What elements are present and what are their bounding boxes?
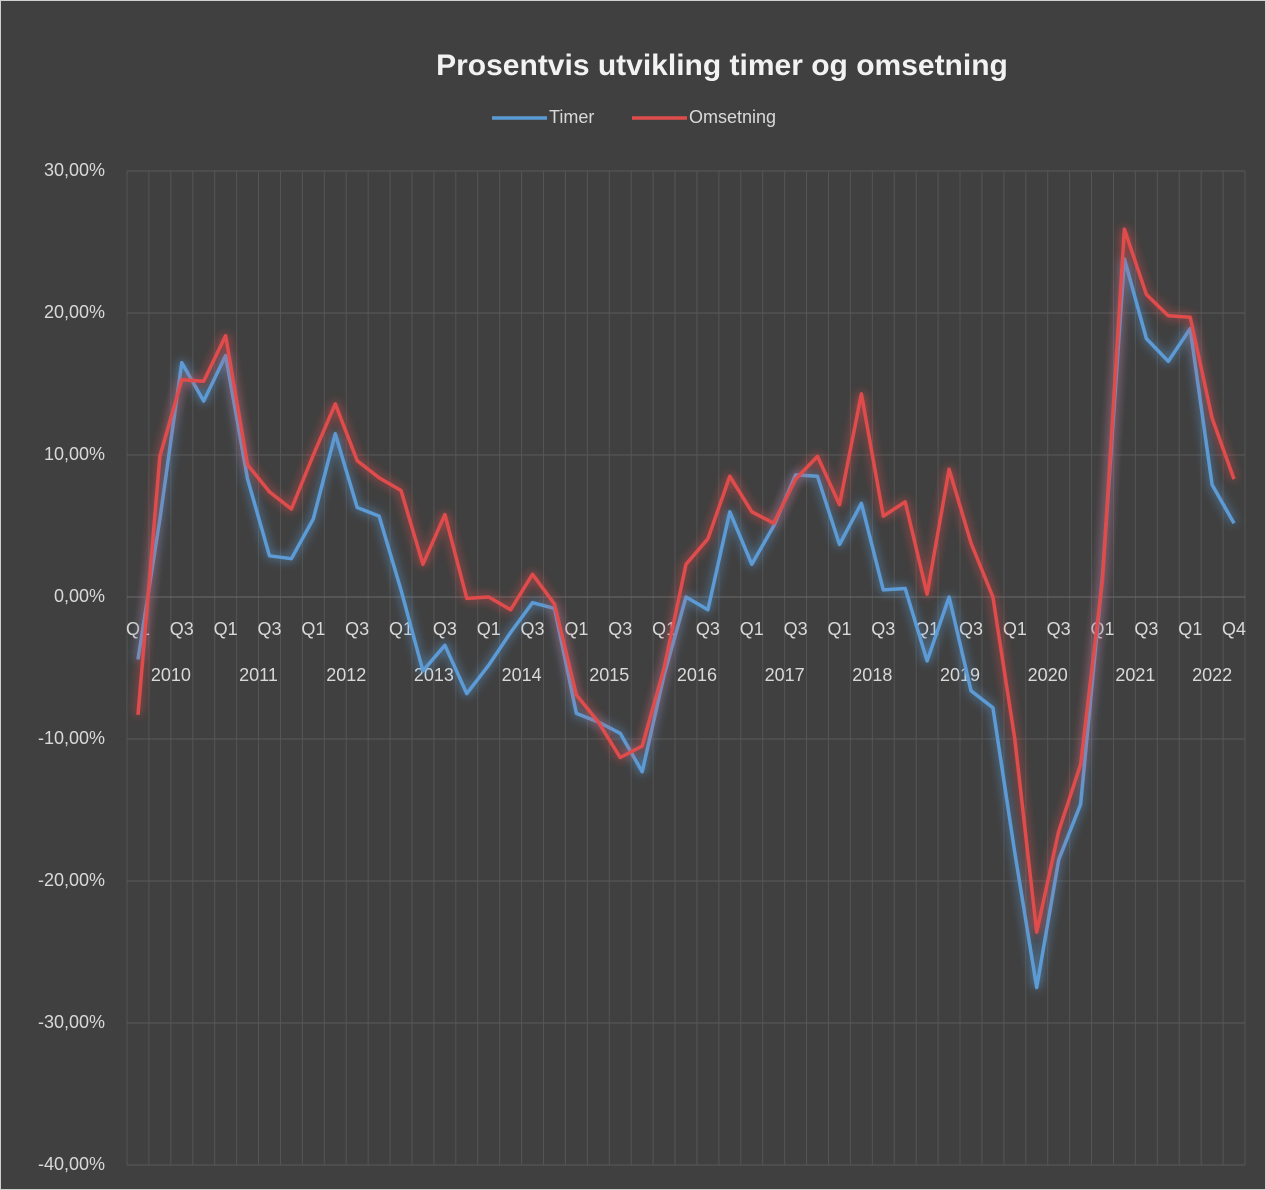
x-group-label: 2016 bbox=[677, 665, 717, 685]
y-tick-label: -30,00% bbox=[38, 1012, 105, 1032]
x-tick-label: Q1 bbox=[1178, 619, 1202, 639]
x-tick-label: Q1 bbox=[1091, 619, 1115, 639]
x-tick-label: Q3 bbox=[959, 619, 983, 639]
x-group-label: 2012 bbox=[326, 665, 366, 685]
x-tick-label: Q4 bbox=[1222, 619, 1246, 639]
x-group-label: 2019 bbox=[940, 665, 980, 685]
x-tick-label: Q3 bbox=[345, 619, 369, 639]
x-tick-label: Q3 bbox=[871, 619, 895, 639]
x-tick-label: Q3 bbox=[257, 619, 281, 639]
x-group-label: 2022 bbox=[1192, 665, 1232, 685]
x-tick-label: Q1 bbox=[740, 619, 764, 639]
x-group-label: 2014 bbox=[502, 665, 542, 685]
y-tick-label: -40,00% bbox=[38, 1154, 105, 1174]
series-line bbox=[136, 227, 1236, 934]
y-tick-label: 30,00% bbox=[44, 160, 105, 180]
x-tick-label: Q1 bbox=[389, 619, 413, 639]
chart-title: Prosentvis utvikling timer og omsetning bbox=[436, 49, 1008, 82]
x-group-label: 2018 bbox=[852, 665, 892, 685]
x-group-label: 2020 bbox=[1028, 665, 1068, 685]
x-tick-label: Q3 bbox=[170, 619, 194, 639]
y-tick-label: -10,00% bbox=[38, 728, 105, 748]
x-group-label: 2021 bbox=[1115, 665, 1155, 685]
y-tick-label: 20,00% bbox=[44, 302, 105, 322]
x-tick-label: Q3 bbox=[1134, 619, 1158, 639]
legend-label: Timer bbox=[549, 107, 594, 127]
x-tick-label: Q1 bbox=[1003, 619, 1027, 639]
x-tick-label: Q3 bbox=[521, 619, 545, 639]
x-group-label: 2013 bbox=[414, 665, 454, 685]
x-group-label: 2011 bbox=[239, 665, 278, 685]
x-tick-label: Q1 bbox=[214, 619, 238, 639]
x-tick-label: Q3 bbox=[1047, 619, 1071, 639]
x-group-label: 2010 bbox=[151, 665, 191, 685]
x-tick-label: Q3 bbox=[696, 619, 720, 639]
x-tick-label: Q3 bbox=[433, 619, 457, 639]
x-tick-label: Q1 bbox=[827, 619, 851, 639]
x-group-label: 2017 bbox=[765, 665, 805, 685]
x-tick-label: Q1 bbox=[915, 619, 939, 639]
y-tick-label: -20,00% bbox=[38, 870, 105, 890]
x-tick-label: Q3 bbox=[608, 619, 632, 639]
x-tick-label: Q3 bbox=[784, 619, 808, 639]
y-tick-label: 0,00% bbox=[54, 586, 105, 606]
x-group-label: 2015 bbox=[589, 665, 629, 685]
series-line bbox=[136, 257, 1236, 990]
x-tick-label: Q1 bbox=[564, 619, 588, 639]
x-tick-label: Q1 bbox=[477, 619, 501, 639]
x-tick-label: Q1 bbox=[301, 619, 325, 639]
y-tick-label: 10,00% bbox=[44, 444, 105, 464]
legend-label: Omsetning bbox=[689, 107, 776, 127]
